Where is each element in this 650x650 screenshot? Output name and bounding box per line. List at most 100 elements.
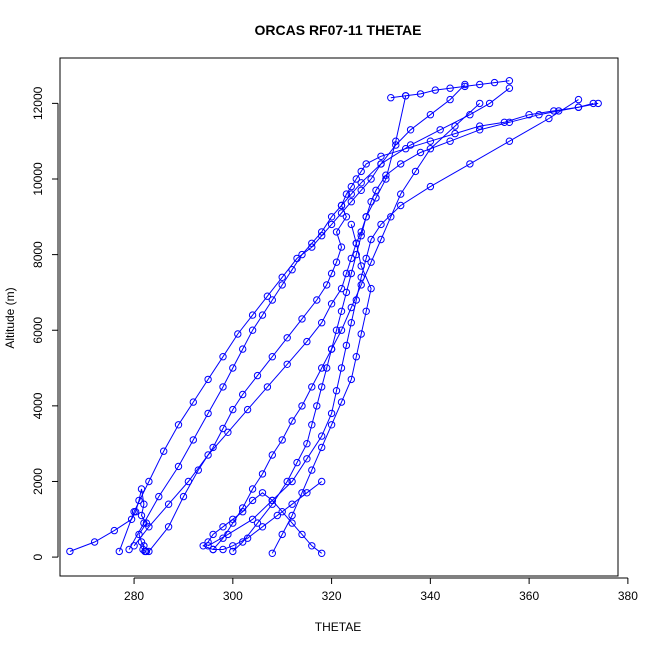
data-point: [137, 538, 146, 546]
x-tick-label: 280: [124, 589, 144, 603]
data-point: [466, 160, 474, 168]
data-point: [505, 137, 514, 145]
data-point: [485, 99, 494, 108]
data-point: [278, 508, 286, 516]
data-point: [258, 311, 267, 319]
data-point: [141, 547, 149, 556]
data-point: [332, 228, 341, 236]
data-point: [476, 80, 484, 89]
data-point: [248, 326, 257, 334]
data-point: [164, 500, 173, 508]
data-point: [357, 281, 365, 289]
data-point: [367, 284, 375, 293]
data-point: [337, 307, 346, 315]
data-point: [209, 530, 217, 539]
data-point: [347, 319, 355, 327]
data-point: [273, 511, 281, 520]
data-point: [155, 492, 163, 501]
data-point: [283, 360, 291, 368]
data-point: [377, 220, 385, 229]
y-tick-label: 8000: [31, 241, 45, 268]
data-point: [446, 95, 454, 104]
data-point: [239, 508, 247, 516]
data-point: [327, 269, 336, 278]
data-point: [406, 141, 415, 149]
data-point: [293, 458, 301, 467]
data-point: [298, 530, 306, 539]
data-point: [303, 455, 311, 463]
data-point: [337, 243, 346, 251]
data-point: [229, 405, 237, 414]
x-tick-label: 320: [322, 589, 342, 603]
data-point: [411, 167, 420, 176]
data-point: [332, 258, 341, 266]
data-point: [352, 353, 360, 361]
data-point: [525, 111, 533, 119]
data-point: [115, 547, 124, 556]
data-point: [357, 228, 365, 236]
y-tick-label: 12000: [31, 86, 45, 120]
data-point: [323, 364, 331, 372]
data-point: [535, 111, 543, 119]
data-series: [125, 84, 514, 554]
data-point: [377, 152, 385, 161]
data-point: [327, 213, 336, 221]
data-point: [219, 353, 227, 361]
data-point: [397, 160, 405, 168]
data-point: [110, 526, 119, 535]
data-point: [204, 538, 212, 546]
data-point: [342, 341, 351, 350]
data-point: [318, 364, 326, 372]
data-point: [342, 288, 351, 297]
data-point: [426, 145, 435, 153]
data-point: [461, 82, 469, 91]
series-line: [212, 103, 481, 550]
data-point: [357, 186, 365, 195]
data-point: [303, 489, 311, 497]
y-tick-label: 0: [31, 553, 45, 560]
data-point: [431, 86, 439, 94]
data-point: [318, 319, 326, 327]
data-point: [416, 90, 425, 98]
data-point: [283, 477, 291, 486]
data-point: [308, 421, 316, 429]
data-series: [130, 99, 602, 550]
data-point: [372, 186, 380, 195]
data-point: [367, 235, 375, 244]
data-point: [367, 175, 375, 183]
series-line: [202, 481, 323, 554]
data-point: [253, 519, 262, 527]
data-point: [209, 545, 217, 554]
data-point: [327, 409, 336, 418]
data-point: [318, 443, 326, 452]
data-point: [446, 84, 454, 92]
data-point: [318, 228, 326, 236]
data-point: [357, 330, 365, 338]
data-point: [174, 421, 183, 429]
data-point: [387, 213, 395, 221]
data-point: [194, 466, 203, 474]
data-point: [278, 273, 286, 281]
data-point: [337, 284, 346, 293]
data-point: [229, 542, 237, 550]
data-point: [219, 534, 227, 542]
data-point: [199, 542, 207, 550]
chart-title: ORCAS RF07-11 THETAE: [255, 22, 422, 38]
data-point: [298, 402, 306, 410]
series-line: [148, 102, 594, 552]
data-point: [130, 542, 138, 550]
data-point: [253, 371, 262, 380]
data-point: [288, 266, 296, 274]
data-point: [476, 99, 484, 108]
data-point: [426, 137, 435, 145]
series-line: [232, 95, 407, 552]
data-point: [337, 326, 346, 334]
data-point: [258, 489, 267, 497]
data-point: [392, 137, 400, 145]
data-point: [352, 250, 360, 259]
data-series: [145, 99, 597, 556]
data-series: [204, 95, 583, 550]
data-point: [160, 447, 168, 455]
data-point: [204, 409, 212, 418]
